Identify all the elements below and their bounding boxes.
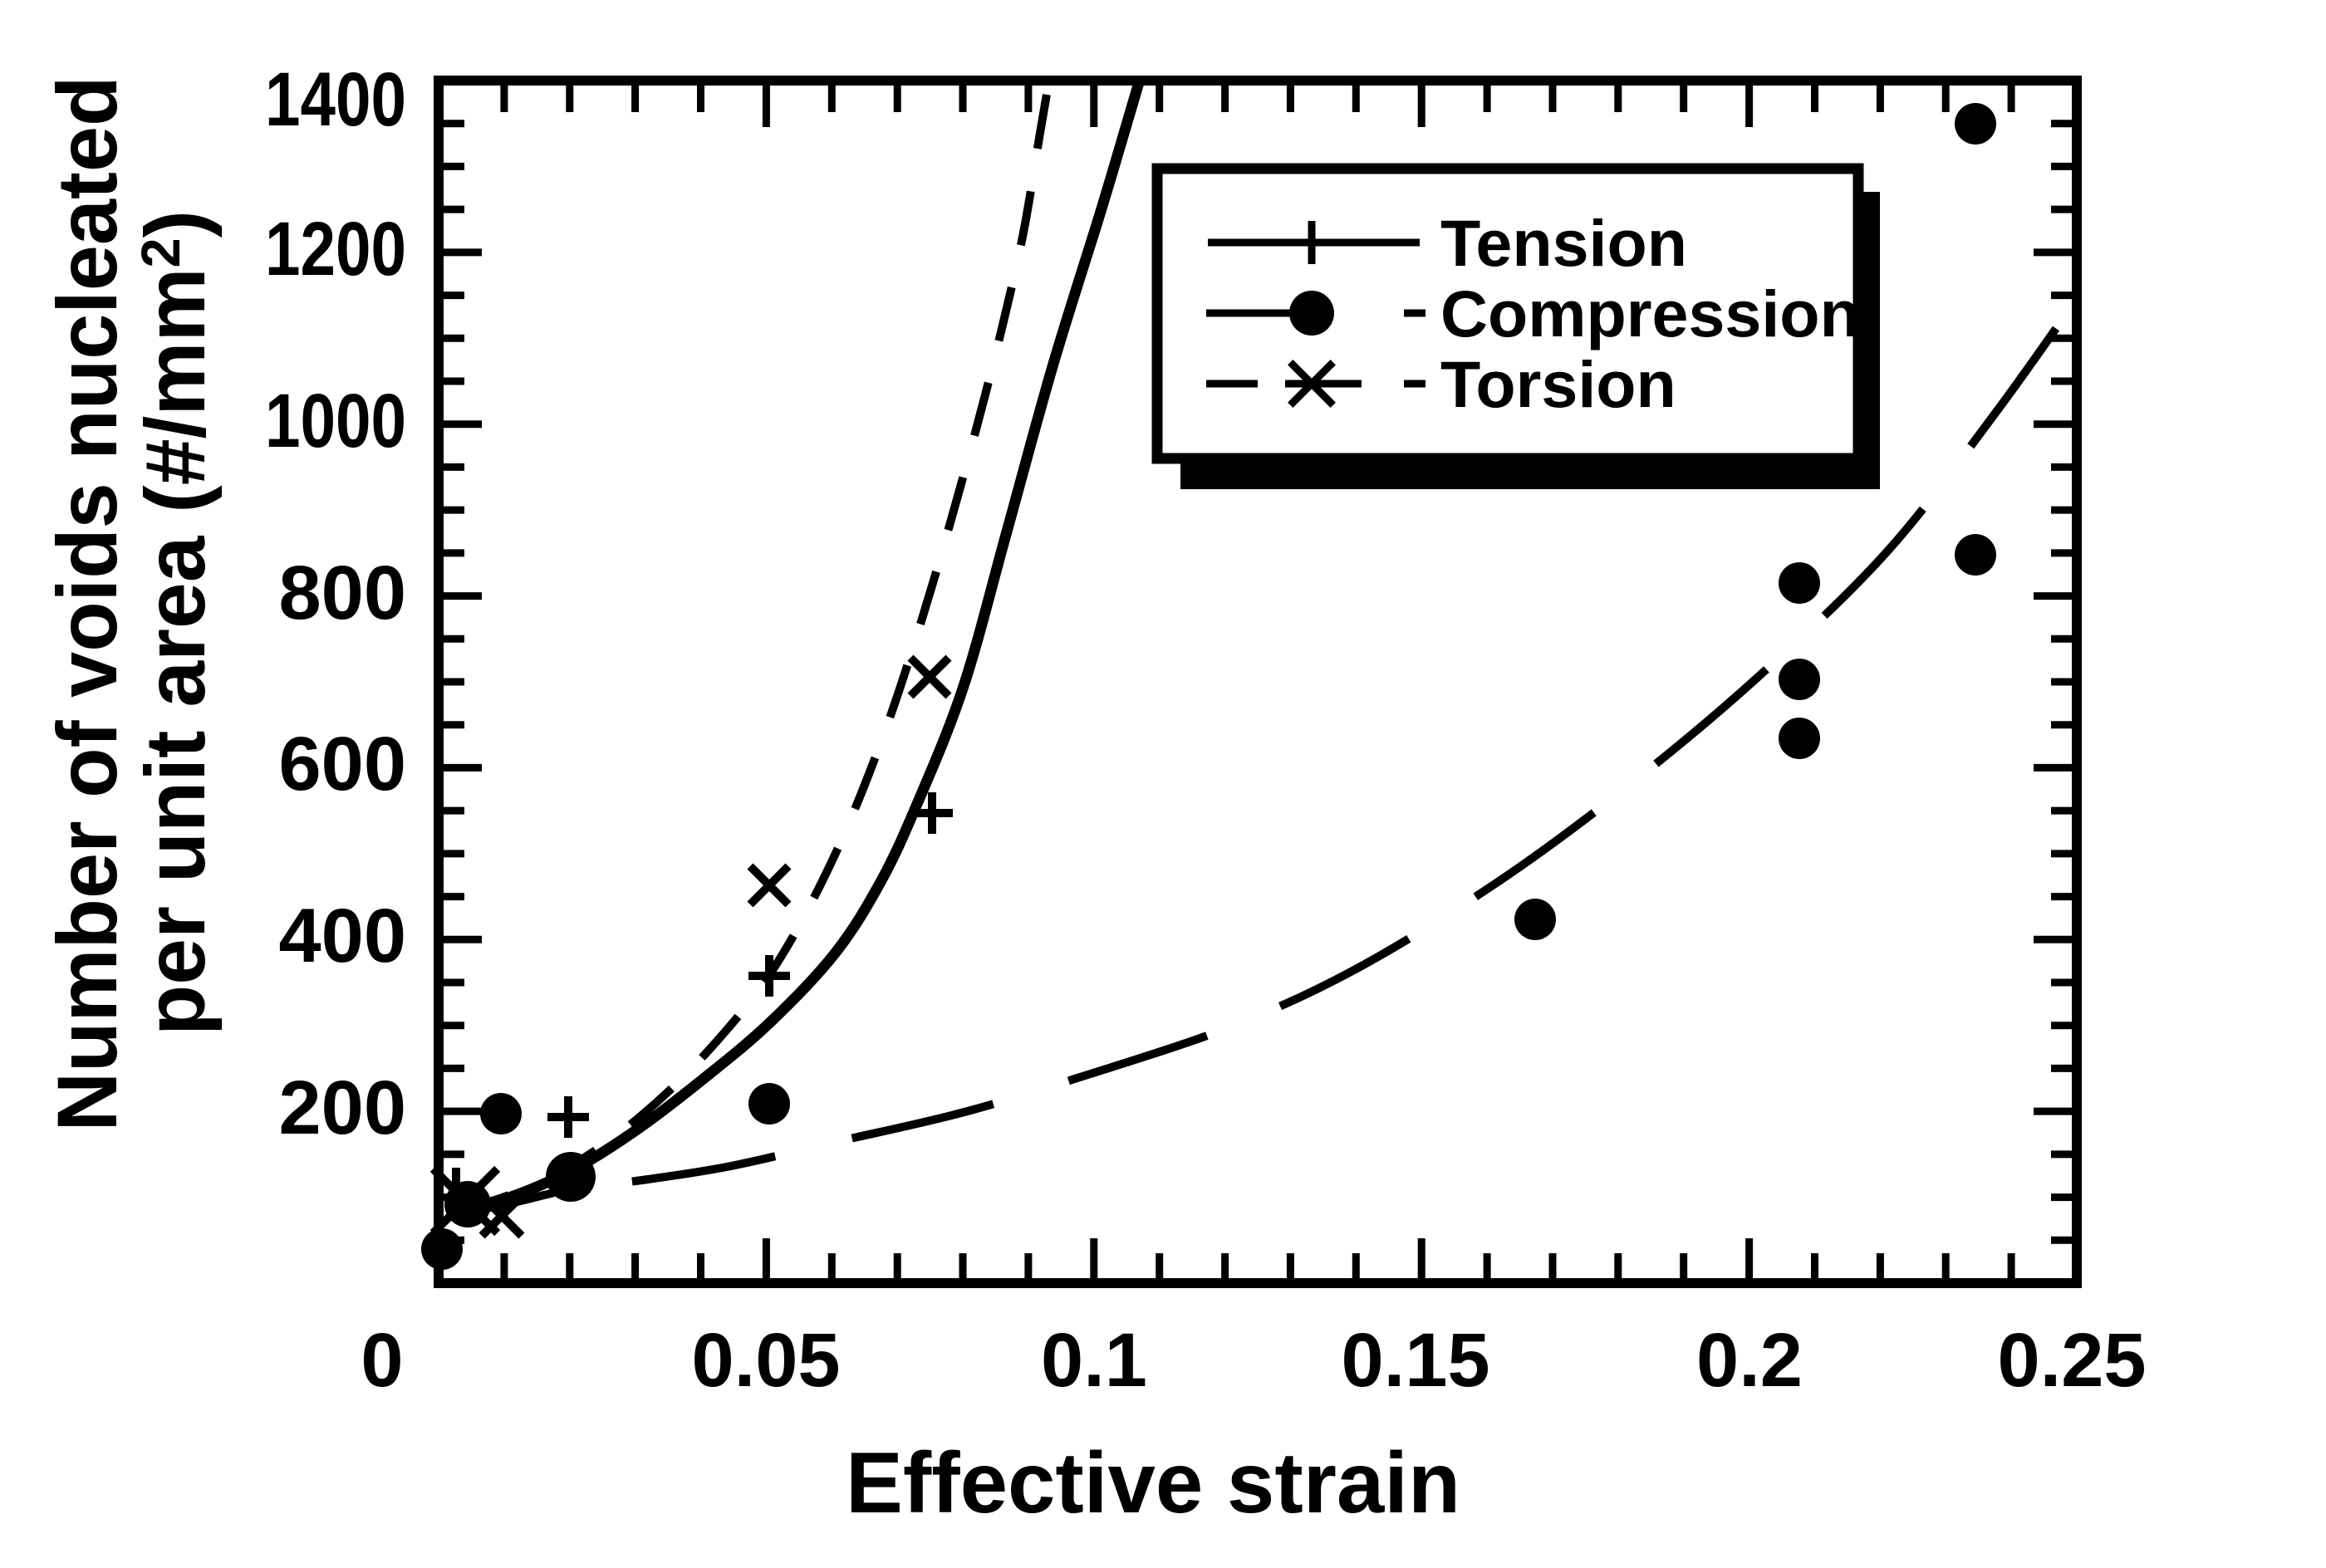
- svg-text:Torsion: Torsion: [1440, 347, 1676, 421]
- svg-text:400: 400: [279, 894, 407, 978]
- svg-text:Tension: Tension: [1440, 206, 1687, 280]
- svg-text:Compression: Compression: [1440, 277, 1860, 350]
- svg-text:0.1: 0.1: [1041, 1318, 1147, 1403]
- svg-text:Effective strain: Effective strain: [846, 1435, 1460, 1531]
- svg-text:0.15: 0.15: [1341, 1318, 1489, 1403]
- svg-text:per unit area (#/mm2): per unit area (#/mm2): [128, 210, 223, 1036]
- svg-text:1400: 1400: [265, 57, 406, 142]
- svg-text:600: 600: [279, 722, 407, 806]
- svg-text:800: 800: [279, 551, 407, 635]
- svg-text:1000: 1000: [265, 379, 406, 463]
- svg-text:0.2: 0.2: [1696, 1318, 1803, 1403]
- svg-text:200: 200: [279, 1066, 407, 1150]
- svg-text:0: 0: [361, 1318, 403, 1403]
- svg-text:0.05: 0.05: [691, 1318, 840, 1403]
- svg-text:1200: 1200: [265, 207, 406, 292]
- svg-text:Number of voids nucleated: Number of voids nucleated: [40, 76, 135, 1132]
- svg-text:0.25: 0.25: [1997, 1318, 2146, 1403]
